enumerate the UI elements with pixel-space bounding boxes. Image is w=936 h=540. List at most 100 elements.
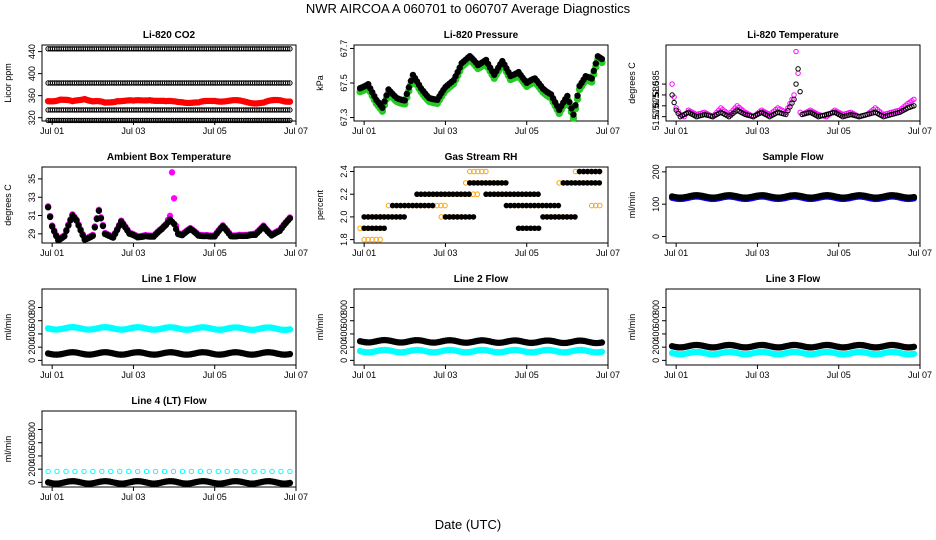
plot-frame <box>665 288 921 366</box>
data-point <box>233 468 239 475</box>
y-tick-label: 360 <box>27 88 37 103</box>
data-point <box>46 213 54 221</box>
data-point <box>170 195 178 202</box>
series-group <box>44 468 294 487</box>
data-point <box>260 468 266 475</box>
data-point <box>793 48 799 55</box>
x-tick-label: Jul 03 <box>433 248 457 258</box>
x-tick-label: Jul 03 <box>745 126 769 136</box>
y-tick-label: 51.580 <box>651 81 661 109</box>
data-point <box>161 468 168 475</box>
data-point <box>379 104 386 111</box>
data-point <box>592 202 599 209</box>
data-point <box>910 193 918 201</box>
y-axis-label: ml/min <box>315 314 325 341</box>
y-tick-label: 67.3 <box>339 109 349 127</box>
data-point <box>669 81 675 87</box>
y-axis-label: ml/min <box>3 314 13 341</box>
x-tick-label: Jul 03 <box>433 126 457 136</box>
x-tick-label: Jul 05 <box>827 370 851 380</box>
x-tick-label: Jul 01 <box>664 370 688 380</box>
data-point <box>286 98 294 105</box>
data-point <box>574 92 581 99</box>
data-point <box>285 107 291 113</box>
y-tick-label: 200 <box>27 340 37 355</box>
y-axis-label: degrees C <box>627 62 637 104</box>
y-axis-label: ml/min <box>627 314 637 341</box>
panel-rh: Gas Stream RH percent Jul 01 Jul 03 Jul 05 Ju… <box>312 148 624 270</box>
x-tick-label: Jul 05 <box>203 126 227 136</box>
data-point <box>365 236 371 243</box>
y-tick-label: 600 <box>651 313 661 328</box>
series-group <box>356 52 606 122</box>
data-point <box>592 60 600 67</box>
x-tick-label: Jul 05 <box>515 370 539 380</box>
data-point <box>287 46 293 52</box>
data-point <box>791 96 797 102</box>
chart-title: Line 4 (LT) Flow <box>131 396 207 407</box>
y-tick-label: 200 <box>339 340 349 355</box>
data-point <box>429 202 436 209</box>
data-point <box>286 326 294 333</box>
data-point <box>242 468 248 475</box>
data-point <box>598 339 606 346</box>
data-point <box>590 67 597 75</box>
series-group <box>44 169 294 244</box>
y-axis-label: kPa <box>315 75 325 91</box>
data-point <box>570 111 577 118</box>
data-point <box>911 96 917 102</box>
data-point <box>474 191 480 198</box>
y-tick-label: 31 <box>27 211 37 221</box>
x-tick-label: Jul 03 <box>745 248 769 258</box>
data-point <box>401 97 409 104</box>
series-group <box>668 192 918 203</box>
plot-frame <box>41 166 297 244</box>
y-tick-label: 600 <box>339 313 349 328</box>
x-tick-label: Jul 01 <box>352 370 376 380</box>
x-tick-label: Jul 07 <box>596 248 620 258</box>
panel-line3-flow: Line 3 Flow ml/min Jul 01 Jul 03 Jul 05 Jul 0… <box>624 270 936 392</box>
data-point <box>152 468 159 475</box>
data-point <box>63 468 69 475</box>
series-group <box>44 46 294 124</box>
data-point <box>287 80 293 86</box>
y-tick-label: 320 <box>27 110 37 125</box>
data-point <box>797 88 803 95</box>
data-point <box>671 99 677 106</box>
x-tick-label: Jul 05 <box>203 492 227 502</box>
x-tick-label: Jul 05 <box>827 248 851 258</box>
data-point <box>401 214 407 220</box>
data-point <box>90 468 96 475</box>
y-tick-label: 0 <box>27 480 37 485</box>
y-tick-label: 0 <box>27 358 37 363</box>
chart-co2: Li-820 CO2 Licor ppm Jul 01 Jul 03 Jul 05 Jul… <box>3 30 308 136</box>
x-tick-label: Jul 07 <box>908 126 932 136</box>
data-point <box>224 468 230 475</box>
plot-frame <box>41 288 297 366</box>
data-point <box>910 350 918 357</box>
chart-rh: Gas Stream RH percent Jul 01 Jul 03 Jul 05 Ju… <box>315 152 620 258</box>
x-tick-label: Jul 05 <box>827 126 851 136</box>
data-point <box>206 468 213 475</box>
x-tick-label: Jul 03 <box>121 492 145 502</box>
data-point <box>535 191 541 198</box>
data-point <box>95 207 103 214</box>
panel-line2-flow: Line 2 Flow ml/min Jul 01 Jul 03 Jul 05 Jul 0… <box>312 270 624 392</box>
data-point <box>179 468 186 475</box>
y-tick-label: 100 <box>651 197 661 212</box>
plot-frame <box>353 166 609 244</box>
data-point <box>286 479 294 487</box>
data-point <box>44 204 52 211</box>
data-point <box>566 98 573 106</box>
plot-frame <box>41 410 297 488</box>
data-point <box>438 202 444 209</box>
y-tick-label: 2.4 <box>339 165 349 178</box>
data-point <box>81 468 87 475</box>
y-tick-label: 0 <box>651 234 661 239</box>
data-point <box>789 96 795 102</box>
y-tick-label: 67.5 <box>339 74 349 92</box>
chart-sample-flow: Sample Flow ml/min Jul 01 Jul 03 Jul 05 Jul 0… <box>627 152 932 258</box>
chart-pressure: Li-820 Pressure kPa Jul 01 Jul 03 Jul 05 Jul … <box>315 30 620 136</box>
chart-line1-flow: Line 1 Flow ml/min Jul 01 Jul 03 Jul 05 Jul 0… <box>3 274 308 380</box>
y-tick-label: 600 <box>27 313 37 328</box>
